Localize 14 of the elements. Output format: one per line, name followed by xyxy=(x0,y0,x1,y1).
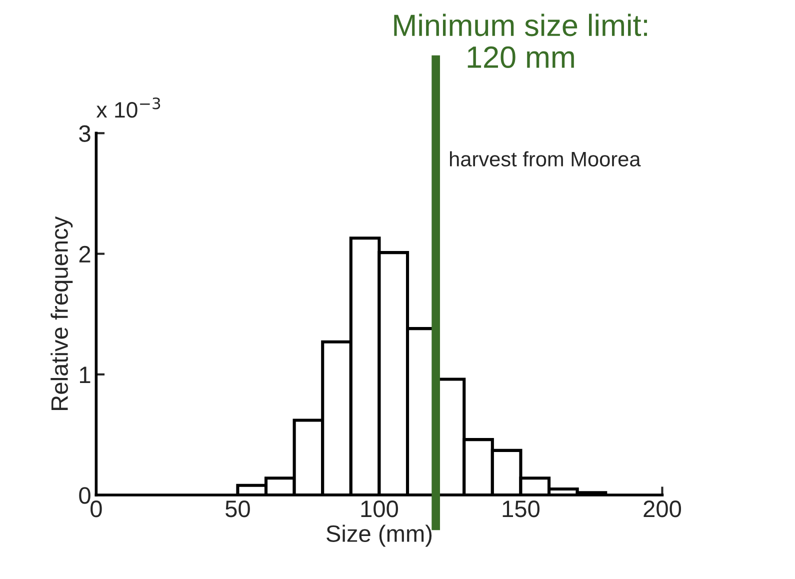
x-axis-title: Size (mm) xyxy=(326,524,432,547)
x-tick-label: 0 xyxy=(90,500,102,518)
y-tick-label: 3 xyxy=(79,125,90,142)
y-axis-title: Relative frequency xyxy=(50,216,73,410)
y-tick-label: 2 xyxy=(79,246,90,262)
annotation: harvest from Moorea xyxy=(450,151,641,167)
text: x 10$^{−3}$ xyxy=(96,97,160,118)
x-tick-label: 150 xyxy=(502,500,540,518)
y-tick-label: 0 xyxy=(79,487,90,504)
ref-line-label: Minimum size limit: 120 mm xyxy=(394,14,647,68)
x-tick-label: 100 xyxy=(361,500,398,518)
y-tick-label: 1 xyxy=(80,366,90,383)
x-tick-label: 200 xyxy=(644,500,682,518)
x-tick-label: 50 xyxy=(226,500,250,518)
